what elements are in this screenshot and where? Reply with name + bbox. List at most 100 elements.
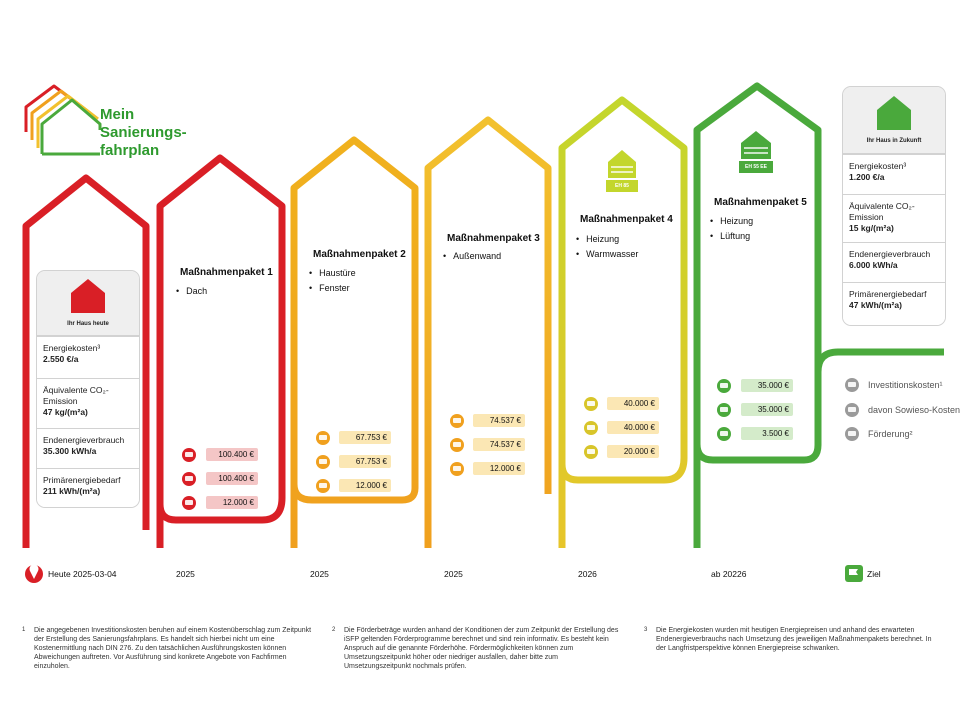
footnote-number: 3 [644, 627, 648, 633]
row-label: Endenergieverbrauch [43, 435, 125, 445]
house-1-outline [156, 154, 286, 548]
house-2-outline [290, 136, 419, 548]
package-3-item: Außenwand [443, 251, 501, 261]
row-value: 211 kWh/(m²a) [43, 486, 101, 496]
legend-funding-icon [845, 427, 859, 441]
footnote-1: 1 Die angegebenen Investitionskosten ber… [22, 626, 314, 671]
timeline-year-4: 2026 [578, 569, 597, 579]
timeline-year-3: 2025 [444, 569, 463, 579]
future-row-primary-energy: Primärenergiebedarf 47 kWh/(m²a) [843, 282, 945, 325]
row-label: Äquivalente CO₂-Emission [849, 201, 915, 222]
package-3-investment: 74.537 € [473, 414, 525, 427]
package-3-title: Maßnahmenpaket 3 [447, 233, 540, 244]
sowieso-icon [316, 455, 330, 469]
row-value: 6.000 kWh/a [849, 260, 898, 270]
package-1-item: Dach [176, 286, 207, 296]
legend-investment-label: Investitionskosten¹ [868, 380, 943, 390]
eh55-badge-label: EH 55 EE [745, 164, 767, 170]
package-4-item: Heizung [576, 234, 619, 244]
future-row-energy-cost: Energiekosten³ 1.200 €/a [843, 154, 945, 194]
package-5-title: Maßnahmenpaket 5 [714, 197, 807, 208]
row-label: Endenergieverbrauch [849, 249, 931, 259]
row-value: 15 kg/(m²a) [849, 223, 894, 233]
package-4-funding: 20.000 € [607, 445, 659, 458]
logo-icon [24, 84, 102, 156]
logo-line-1: Mein [100, 106, 135, 123]
goal-connector [814, 348, 944, 400]
row-value: 1.200 €/a [849, 172, 885, 182]
logo-title: Mein Sanierungs- fahrplan [100, 106, 210, 160]
legend-investment-icon [845, 378, 859, 392]
timeline-year-2: 2025 [310, 569, 329, 579]
sowieso-icon [717, 403, 731, 417]
package-1-title: Maßnahmenpaket 1 [180, 267, 273, 278]
future-house-card: Ihr Haus in Zukunft Energiekosten³ 1.200… [842, 86, 946, 326]
timeline-today-label: Heute 2025-03-04 [48, 569, 117, 579]
sowieso-icon [182, 472, 196, 486]
today-marker-icon [25, 564, 43, 583]
investment-icon [717, 379, 731, 393]
goal-flag-icon [845, 565, 863, 582]
package-5-sowieso: 35.000 € [741, 403, 793, 416]
footnote-text: Die Förderbeträge wurden anhand der Kond… [344, 627, 619, 670]
row-value: 47 kWh/(m²a) [849, 300, 902, 310]
today-row-co2: Äquivalente CO₂-Emission 47 kg/(m²a) [37, 378, 139, 428]
funding-icon [182, 496, 196, 510]
package-2-title: Maßnahmenpaket 2 [313, 249, 406, 260]
row-label: Primärenergiebedarf [43, 475, 121, 485]
house-future-icon [877, 96, 911, 130]
package-2-investment: 67.753 € [339, 431, 391, 444]
investment-icon [182, 448, 196, 462]
future-row-co2: Äquivalente CO₂-Emission 15 kg/(m²a) [843, 194, 945, 242]
package-3-funding: 12.000 € [473, 462, 525, 475]
package-1-sowieso: 100.400 € [206, 472, 258, 485]
investment-icon [584, 397, 598, 411]
package-4-item: Warmwasser [576, 249, 638, 259]
footnote-number: 2 [332, 627, 336, 633]
house-today-outline [22, 174, 150, 548]
row-label: Primärenergiebedarf [849, 289, 927, 299]
row-label: Äquivalente CO₂-Emission [43, 385, 109, 406]
house-5-outline [693, 82, 822, 548]
future-card-caption: Ihr Haus in Zukunft [866, 138, 922, 144]
footnote-text: Die Energiekosten wurden mit heutigen En… [656, 627, 932, 652]
logo-line-2: Sanierungs- [100, 124, 187, 141]
sowieso-icon [584, 421, 598, 435]
footnote-number: 1 [22, 627, 26, 633]
package-4-investment: 40.000 € [607, 397, 659, 410]
package-2-sowieso: 67.753 € [339, 455, 391, 468]
timeline-year-1: 2025 [176, 569, 195, 579]
eh55-badge-icon [739, 131, 773, 173]
funding-icon [717, 427, 731, 441]
house-3-outline [424, 116, 552, 548]
row-label: Energiekosten³ [849, 161, 907, 171]
today-house-card: Ihr Haus heute Energiekosten³ 2.550 €/a … [36, 270, 140, 508]
investment-icon [450, 414, 464, 428]
package-2-item: Fenster [309, 283, 350, 293]
eh85-badge-icon [606, 150, 638, 192]
footnote-3: 3 Die Energiekosten wurden mit heutigen … [644, 626, 941, 653]
package-1-funding: 12.000 € [206, 496, 258, 509]
eh85-badge-label: EH 85 [615, 183, 629, 189]
today-card-caption: Ihr Haus heute [67, 321, 109, 327]
row-value: 47 kg/(m²a) [43, 407, 88, 417]
funding-icon [584, 445, 598, 459]
package-1-investment: 100.400 € [206, 448, 258, 461]
today-row-primary-energy: Primärenergiebedarf 211 kWh/(m²a) [37, 468, 139, 507]
package-2-funding: 12.000 € [339, 479, 391, 492]
logo-line-3: fahrplan [100, 142, 160, 159]
row-value: 2.550 €/a [43, 354, 79, 364]
package-5-investment: 35.000 € [741, 379, 793, 392]
sowieso-icon [450, 438, 464, 452]
footnote-2: 2 Die Förderbeträge wurden anhand der Ko… [332, 626, 619, 671]
legend-sowieso-label: davon Sowieso-Kosten [868, 405, 961, 415]
today-row-energy-cost: Energiekosten³ 2.550 €/a [37, 336, 139, 378]
today-row-final-energy: Endenergieverbrauch 35.300 kWh/a [37, 428, 139, 468]
house-today-icon [71, 279, 105, 313]
timeline-year-5: ab 20226 [711, 569, 747, 579]
row-label: Energiekosten³ [43, 343, 101, 353]
investment-icon [316, 431, 330, 445]
package-4-sowieso: 40.000 € [607, 421, 659, 434]
